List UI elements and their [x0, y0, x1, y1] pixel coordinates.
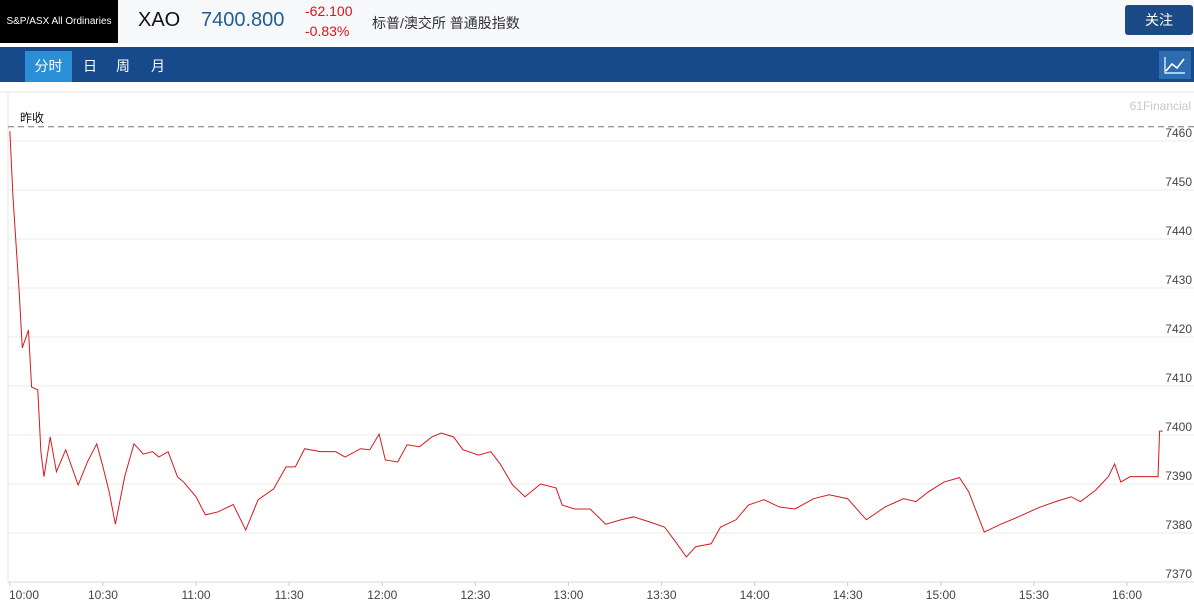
tab[interactable]: 月 [151, 58, 165, 74]
x-tick-label: 10:30 [88, 588, 118, 602]
price: 7400.800 [201, 9, 285, 31]
x-tick-label: 13:00 [553, 588, 583, 602]
x-tick-label: 12:00 [367, 588, 397, 602]
header: S&P/ASX All Ordinaries XAO 7400.800 -62.… [0, 0, 1194, 43]
tab[interactable]: 周 [116, 58, 130, 74]
chart: 61Financial 7370 7380 7390 7400 7410 7420 7430 7… [0, 91, 1194, 602]
icon-line [1165, 58, 1185, 72]
y-tick-label: 7420 [1165, 322, 1192, 336]
prev-close-label: 昨收 [20, 111, 44, 125]
symbol: XAO [138, 9, 181, 31]
change: -62.100 [305, 3, 353, 19]
x-tick-label: 12:30 [460, 588, 490, 602]
y-tick-label: 7390 [1165, 469, 1192, 483]
tab[interactable]: 日 [83, 58, 97, 74]
y-tick-label: 7440 [1165, 224, 1192, 238]
x-tick-label: 11:00 [181, 588, 210, 602]
tab[interactable]: 分时 [25, 51, 72, 82]
x-tick-label: 15:30 [1019, 588, 1049, 602]
x-tick-label: 13:30 [647, 588, 677, 602]
chart-icon[interactable] [1159, 51, 1191, 79]
x-tick-label: 16:00 [1112, 588, 1142, 602]
icon-bg [1159, 51, 1191, 79]
y-tick-label: 7400 [1165, 420, 1192, 434]
price-line [9, 131, 1163, 558]
logo: S&P/ASX All Ordinaries [0, 0, 118, 43]
icon-axis [1164, 57, 1185, 74]
y-tick-label: 7380 [1165, 518, 1192, 532]
y-tick-label: 7370 [1165, 567, 1192, 581]
watermark: 61Financial [1130, 99, 1191, 113]
x-tick-label: 14:30 [833, 588, 863, 602]
y-tick-label: 7460 [1165, 126, 1192, 140]
x-tick-label: 11:30 [275, 588, 304, 602]
follow-button[interactable]: 关注 [1125, 5, 1193, 35]
y-tick-label: 7450 [1165, 175, 1192, 189]
change-pct: -0.83% [305, 23, 350, 39]
y-tick-label: 7430 [1165, 273, 1192, 287]
x-tick-label: 15:00 [926, 588, 956, 602]
x-tick-label: 10:00 [9, 588, 39, 602]
nav-bar: 分时 日 周 月 [0, 47, 1194, 82]
y-tick-label: 7410 [1165, 371, 1192, 385]
x-tick-label: 14:00 [740, 588, 770, 602]
index-name: 标普/澳交所 普通股指数 [372, 15, 520, 31]
